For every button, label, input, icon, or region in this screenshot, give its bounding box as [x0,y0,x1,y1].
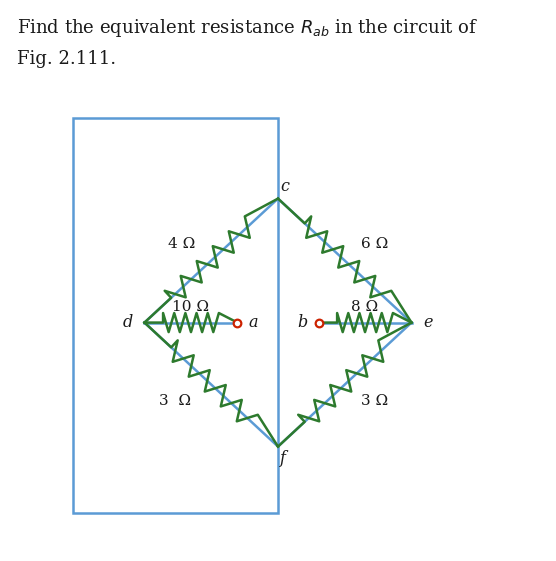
Text: a: a [249,314,258,331]
Text: 3 Ω: 3 Ω [361,394,388,408]
Text: d: d [122,314,132,331]
Text: 8 Ω: 8 Ω [351,300,379,314]
Text: f: f [280,450,286,467]
Text: e: e [424,314,433,331]
Text: 3  Ω: 3 Ω [160,394,191,408]
Text: c: c [280,178,289,195]
Text: Find the equivalent resistance $R_{ab}$ in the circuit of: Find the equivalent resistance $R_{ab}$ … [17,17,478,39]
Text: 4 Ω: 4 Ω [168,237,195,251]
Text: Fig. 2.111.: Fig. 2.111. [17,50,116,68]
Text: 10 Ω: 10 Ω [172,300,210,314]
Text: 6 Ω: 6 Ω [361,237,388,251]
Text: b: b [297,314,307,331]
